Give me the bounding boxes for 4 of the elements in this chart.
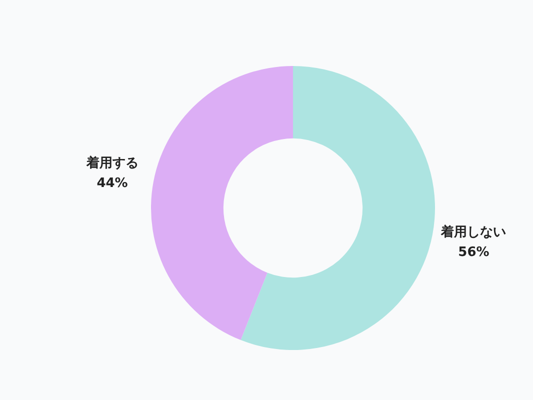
data-label: 56%: [458, 244, 490, 260]
data-label: 44%: [96, 176, 128, 191]
slice-label: 着用しない: [440, 224, 506, 240]
slice-label: 着用する: [85, 154, 138, 171]
